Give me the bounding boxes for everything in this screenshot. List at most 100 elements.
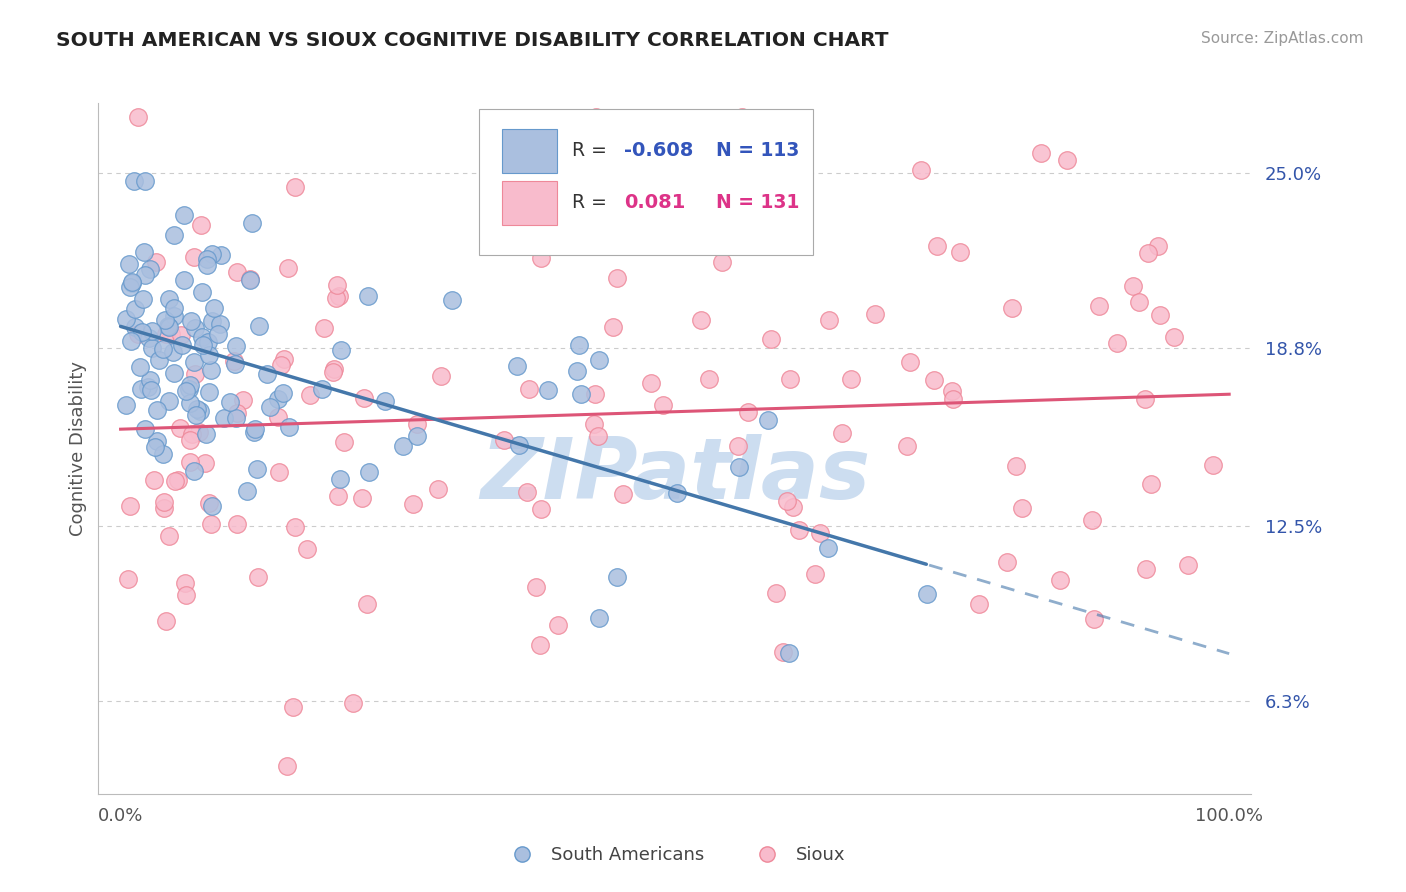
Point xyxy=(405,429,427,443)
Text: SOUTH AMERICAN VS SIOUX COGNITIVE DISABILITY CORRELATION CHART: SOUTH AMERICAN VS SIOUX COGNITIVE DISABI… xyxy=(56,31,889,50)
Text: Source: ZipAtlas.com: Source: ZipAtlas.com xyxy=(1201,31,1364,46)
Text: R =: R = xyxy=(572,142,607,161)
Point xyxy=(162,228,184,243)
Point xyxy=(184,321,207,335)
Point xyxy=(177,382,200,396)
Point xyxy=(896,439,918,453)
Point xyxy=(156,318,179,333)
Point xyxy=(537,384,560,398)
Point xyxy=(588,611,610,625)
Point xyxy=(426,482,449,496)
Point xyxy=(157,394,180,409)
Point xyxy=(277,260,299,275)
Point xyxy=(602,320,624,334)
Point xyxy=(568,337,591,351)
Point xyxy=(817,541,839,556)
Point xyxy=(179,455,201,469)
Point xyxy=(995,555,1018,569)
Point xyxy=(153,313,176,327)
Point xyxy=(588,352,610,367)
Point xyxy=(181,426,204,441)
Text: ZIPatlas: ZIPatlas xyxy=(479,434,870,517)
Point xyxy=(267,410,290,425)
Point xyxy=(163,309,186,323)
Point xyxy=(131,325,153,339)
Point xyxy=(839,372,862,386)
Point xyxy=(163,474,186,488)
Point xyxy=(153,494,176,508)
Point xyxy=(494,433,516,447)
Point xyxy=(941,384,963,398)
Point xyxy=(284,180,307,194)
Point xyxy=(247,319,270,334)
Point xyxy=(129,360,152,375)
Point xyxy=(1146,239,1168,253)
Point xyxy=(583,387,606,401)
Point xyxy=(565,364,588,378)
Point xyxy=(134,422,156,436)
Point xyxy=(326,489,349,503)
Point xyxy=(194,426,217,441)
Point xyxy=(246,570,269,584)
Point xyxy=(374,394,396,409)
Point xyxy=(314,320,336,334)
Point xyxy=(139,261,162,276)
Point xyxy=(942,392,965,407)
Point xyxy=(170,328,193,343)
Point xyxy=(311,382,333,396)
Point xyxy=(1004,458,1026,473)
Point xyxy=(121,276,143,290)
Point xyxy=(155,327,177,342)
Point xyxy=(333,435,356,450)
Point xyxy=(524,580,547,594)
Point xyxy=(238,273,260,287)
Point xyxy=(641,156,664,170)
Point xyxy=(665,486,688,500)
Point xyxy=(222,353,245,368)
Point xyxy=(782,500,804,515)
Point xyxy=(697,372,720,386)
Point xyxy=(198,385,221,400)
Point xyxy=(406,417,429,432)
Point xyxy=(246,462,269,476)
Point xyxy=(188,404,211,418)
Point xyxy=(863,307,886,321)
Point xyxy=(195,258,218,272)
Point xyxy=(191,338,214,352)
Point xyxy=(188,425,211,440)
Point xyxy=(1122,278,1144,293)
Point xyxy=(179,433,201,447)
Point xyxy=(195,252,218,267)
Point xyxy=(152,343,174,357)
Point xyxy=(208,317,231,331)
Point xyxy=(134,268,156,283)
Point xyxy=(651,398,673,412)
Point xyxy=(167,474,190,488)
Point xyxy=(329,343,352,357)
Point xyxy=(141,342,163,356)
Point xyxy=(183,355,205,369)
Point xyxy=(198,348,221,362)
Point xyxy=(583,417,606,431)
Point xyxy=(898,355,921,369)
Point xyxy=(219,395,242,409)
Point xyxy=(281,699,304,714)
Point xyxy=(808,526,831,541)
Point xyxy=(910,163,932,178)
Point xyxy=(787,523,810,537)
Point xyxy=(169,421,191,435)
Point xyxy=(1083,612,1105,626)
Point xyxy=(759,332,782,346)
Point xyxy=(1081,513,1104,527)
Point xyxy=(145,434,167,449)
FancyBboxPatch shape xyxy=(479,110,813,255)
Point xyxy=(201,247,224,261)
Point xyxy=(200,516,222,531)
Point xyxy=(731,110,754,124)
Point xyxy=(173,209,195,223)
Point xyxy=(1011,500,1033,515)
Point xyxy=(197,334,219,349)
Point xyxy=(224,358,246,372)
Point xyxy=(183,250,205,264)
Point xyxy=(325,278,347,293)
